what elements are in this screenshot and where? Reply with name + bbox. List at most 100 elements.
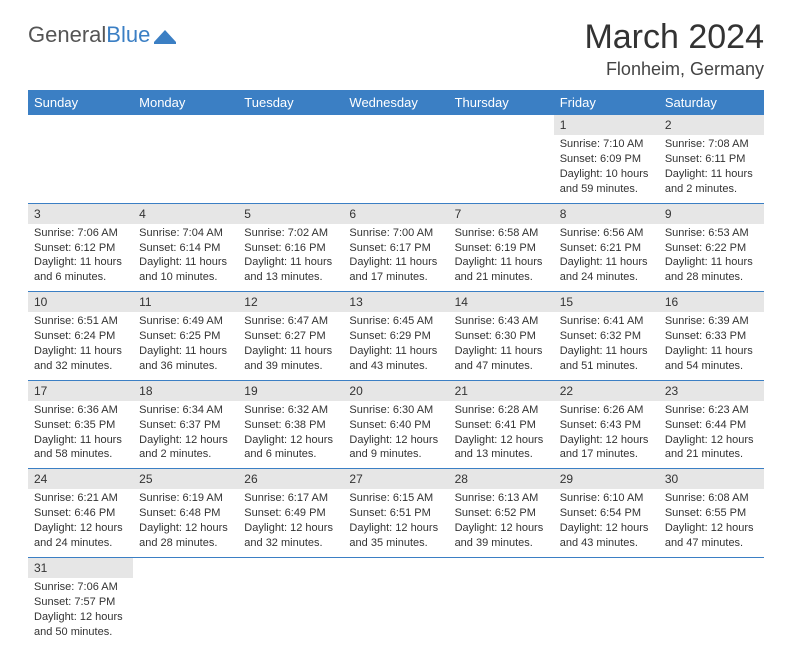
day-data: Sunrise: 6:53 AMSunset: 6:22 PMDaylight:… <box>659 224 764 291</box>
daylight-text: Daylight: 11 hours and 13 minutes. <box>244 255 337 285</box>
location: Flonheim, Germany <box>584 59 764 80</box>
calendar-cell: 22Sunrise: 6:26 AMSunset: 6:43 PMDayligh… <box>554 380 659 469</box>
sunrise-text: Sunrise: 6:17 AM <box>244 491 337 506</box>
sunrise-text: Sunrise: 6:13 AM <box>455 491 548 506</box>
day-number: 29 <box>554 469 659 489</box>
day-data: Sunrise: 6:21 AMSunset: 6:46 PMDaylight:… <box>28 489 133 556</box>
day-data: Sunrise: 6:17 AMSunset: 6:49 PMDaylight:… <box>238 489 343 556</box>
sunrise-text: Sunrise: 6:10 AM <box>560 491 653 506</box>
day-number: 2 <box>659 115 764 135</box>
sunset-text: Sunset: 6:55 PM <box>665 506 758 521</box>
sunset-text: Sunset: 6:19 PM <box>455 241 548 256</box>
calendar-cell <box>343 557 448 645</box>
calendar-row: 3Sunrise: 7:06 AMSunset: 6:12 PMDaylight… <box>28 203 764 292</box>
daylight-text: Daylight: 12 hours and 28 minutes. <box>139 521 232 551</box>
day-data: Sunrise: 6:34 AMSunset: 6:37 PMDaylight:… <box>133 401 238 468</box>
sunset-text: Sunset: 6:49 PM <box>244 506 337 521</box>
sunset-text: Sunset: 6:52 PM <box>455 506 548 521</box>
sunset-text: Sunset: 6:51 PM <box>349 506 442 521</box>
month-title: March 2024 <box>584 18 764 57</box>
weekday-header: Tuesday <box>238 90 343 115</box>
sunrise-text: Sunrise: 6:43 AM <box>455 314 548 329</box>
day-number: 4 <box>133 204 238 224</box>
day-data: Sunrise: 6:58 AMSunset: 6:19 PMDaylight:… <box>449 224 554 291</box>
sunrise-text: Sunrise: 6:23 AM <box>665 403 758 418</box>
sunset-text: Sunset: 6:37 PM <box>139 418 232 433</box>
header: GeneralBlue March 2024 Flonheim, Germany <box>28 18 764 80</box>
daylight-text: Daylight: 12 hours and 39 minutes. <box>455 521 548 551</box>
sunset-text: Sunset: 6:12 PM <box>34 241 127 256</box>
sunset-text: Sunset: 6:25 PM <box>139 329 232 344</box>
sunset-text: Sunset: 6:09 PM <box>560 152 653 167</box>
calendar-cell: 6Sunrise: 7:00 AMSunset: 6:17 PMDaylight… <box>343 203 448 292</box>
day-number: 25 <box>133 469 238 489</box>
sunset-text: Sunset: 6:17 PM <box>349 241 442 256</box>
sunset-text: Sunset: 6:41 PM <box>455 418 548 433</box>
day-data: Sunrise: 6:32 AMSunset: 6:38 PMDaylight:… <box>238 401 343 468</box>
day-number: 12 <box>238 292 343 312</box>
day-data: Sunrise: 6:47 AMSunset: 6:27 PMDaylight:… <box>238 312 343 379</box>
day-number: 14 <box>449 292 554 312</box>
day-data: Sunrise: 7:04 AMSunset: 6:14 PMDaylight:… <box>133 224 238 291</box>
daylight-text: Daylight: 10 hours and 59 minutes. <box>560 167 653 197</box>
daylight-text: Daylight: 11 hours and 6 minutes. <box>34 255 127 285</box>
calendar-cell: 11Sunrise: 6:49 AMSunset: 6:25 PMDayligh… <box>133 292 238 381</box>
daylight-text: Daylight: 11 hours and 2 minutes. <box>665 167 758 197</box>
daylight-text: Daylight: 11 hours and 32 minutes. <box>34 344 127 374</box>
weekday-header: Wednesday <box>343 90 448 115</box>
sunrise-text: Sunrise: 6:08 AM <box>665 491 758 506</box>
sunset-text: Sunset: 7:57 PM <box>34 595 127 610</box>
day-data: Sunrise: 6:08 AMSunset: 6:55 PMDaylight:… <box>659 489 764 556</box>
calendar-cell: 14Sunrise: 6:43 AMSunset: 6:30 PMDayligh… <box>449 292 554 381</box>
sunrise-text: Sunrise: 6:30 AM <box>349 403 442 418</box>
weekday-header: Friday <box>554 90 659 115</box>
day-data: Sunrise: 6:10 AMSunset: 6:54 PMDaylight:… <box>554 489 659 556</box>
logo-text-blue: Blue <box>106 22 150 48</box>
day-number: 30 <box>659 469 764 489</box>
day-number: 31 <box>28 558 133 578</box>
sunrise-text: Sunrise: 6:45 AM <box>349 314 442 329</box>
calendar-cell: 29Sunrise: 6:10 AMSunset: 6:54 PMDayligh… <box>554 469 659 558</box>
calendar-cell: 1Sunrise: 7:10 AMSunset: 6:09 PMDaylight… <box>554 115 659 203</box>
daylight-text: Daylight: 12 hours and 13 minutes. <box>455 433 548 463</box>
sunrise-text: Sunrise: 7:08 AM <box>665 137 758 152</box>
sunrise-text: Sunrise: 6:19 AM <box>139 491 232 506</box>
day-data: Sunrise: 7:02 AMSunset: 6:16 PMDaylight:… <box>238 224 343 291</box>
daylight-text: Daylight: 11 hours and 54 minutes. <box>665 344 758 374</box>
sunset-text: Sunset: 6:43 PM <box>560 418 653 433</box>
daylight-text: Daylight: 12 hours and 17 minutes. <box>560 433 653 463</box>
sunrise-text: Sunrise: 6:39 AM <box>665 314 758 329</box>
day-number: 5 <box>238 204 343 224</box>
daylight-text: Daylight: 12 hours and 21 minutes. <box>665 433 758 463</box>
daylight-text: Daylight: 12 hours and 24 minutes. <box>34 521 127 551</box>
logo-text-general: General <box>28 22 106 48</box>
calendar-table: SundayMondayTuesdayWednesdayThursdayFrid… <box>28 90 764 645</box>
calendar-cell: 16Sunrise: 6:39 AMSunset: 6:33 PMDayligh… <box>659 292 764 381</box>
calendar-cell <box>554 557 659 645</box>
sunset-text: Sunset: 6:27 PM <box>244 329 337 344</box>
sunrise-text: Sunrise: 6:56 AM <box>560 226 653 241</box>
sunset-text: Sunset: 6:38 PM <box>244 418 337 433</box>
day-data: Sunrise: 6:43 AMSunset: 6:30 PMDaylight:… <box>449 312 554 379</box>
day-data: Sunrise: 6:49 AMSunset: 6:25 PMDaylight:… <box>133 312 238 379</box>
calendar-body: 1Sunrise: 7:10 AMSunset: 6:09 PMDaylight… <box>28 115 764 645</box>
day-data: Sunrise: 6:26 AMSunset: 6:43 PMDaylight:… <box>554 401 659 468</box>
calendar-cell: 23Sunrise: 6:23 AMSunset: 6:44 PMDayligh… <box>659 380 764 469</box>
day-data: Sunrise: 7:10 AMSunset: 6:09 PMDaylight:… <box>554 135 659 202</box>
sunrise-text: Sunrise: 7:06 AM <box>34 580 127 595</box>
day-data: Sunrise: 7:08 AMSunset: 6:11 PMDaylight:… <box>659 135 764 202</box>
daylight-text: Daylight: 11 hours and 28 minutes. <box>665 255 758 285</box>
day-number: 20 <box>343 381 448 401</box>
daylight-text: Daylight: 11 hours and 10 minutes. <box>139 255 232 285</box>
weekday-header: Thursday <box>449 90 554 115</box>
sunrise-text: Sunrise: 7:10 AM <box>560 137 653 152</box>
sunrise-text: Sunrise: 6:34 AM <box>139 403 232 418</box>
day-number: 13 <box>343 292 448 312</box>
calendar-cell <box>659 557 764 645</box>
sunset-text: Sunset: 6:40 PM <box>349 418 442 433</box>
daylight-text: Daylight: 11 hours and 36 minutes. <box>139 344 232 374</box>
title-block: March 2024 Flonheim, Germany <box>584 18 764 80</box>
calendar-cell: 30Sunrise: 6:08 AMSunset: 6:55 PMDayligh… <box>659 469 764 558</box>
calendar-cell: 21Sunrise: 6:28 AMSunset: 6:41 PMDayligh… <box>449 380 554 469</box>
sunset-text: Sunset: 6:33 PM <box>665 329 758 344</box>
